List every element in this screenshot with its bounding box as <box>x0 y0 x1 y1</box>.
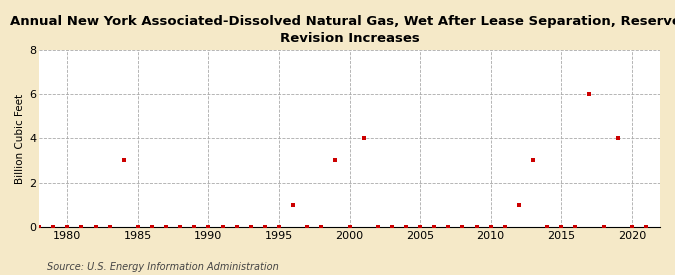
Point <box>34 224 45 229</box>
Point <box>471 224 482 229</box>
Point <box>104 224 115 229</box>
Point <box>528 158 539 163</box>
Point <box>330 158 341 163</box>
Point <box>62 224 73 229</box>
Point <box>373 224 383 229</box>
Point <box>175 224 186 229</box>
Point <box>232 224 242 229</box>
Point <box>316 224 327 229</box>
Point <box>598 224 609 229</box>
Point <box>217 224 228 229</box>
Point <box>485 224 496 229</box>
Point <box>457 224 468 229</box>
Point <box>132 224 143 229</box>
Point <box>90 224 101 229</box>
Point <box>146 224 157 229</box>
Point <box>189 224 200 229</box>
Point <box>245 224 256 229</box>
Point <box>556 224 566 229</box>
Point <box>273 224 284 229</box>
Point <box>641 224 651 229</box>
Point <box>288 202 298 207</box>
Point <box>302 224 313 229</box>
Point <box>443 224 454 229</box>
Point <box>429 224 439 229</box>
Y-axis label: Billion Cubic Feet: Billion Cubic Feet <box>15 94 25 183</box>
Point <box>570 224 580 229</box>
Point <box>161 224 171 229</box>
Point <box>118 158 129 163</box>
Point <box>542 224 553 229</box>
Point <box>203 224 214 229</box>
Point <box>76 224 87 229</box>
Point <box>500 224 510 229</box>
Point <box>48 224 59 229</box>
Point <box>612 136 623 141</box>
Point <box>387 224 398 229</box>
Point <box>584 92 595 97</box>
Point <box>514 202 524 207</box>
Point <box>400 224 411 229</box>
Point <box>626 224 637 229</box>
Point <box>358 136 369 141</box>
Title: Annual New York Associated-Dissolved Natural Gas, Wet After Lease Separation, Re: Annual New York Associated-Dissolved Nat… <box>10 15 675 45</box>
Text: Source: U.S. Energy Information Administration: Source: U.S. Energy Information Administ… <box>47 262 279 272</box>
Point <box>20 224 30 229</box>
Point <box>414 224 425 229</box>
Point <box>344 224 355 229</box>
Point <box>259 224 270 229</box>
